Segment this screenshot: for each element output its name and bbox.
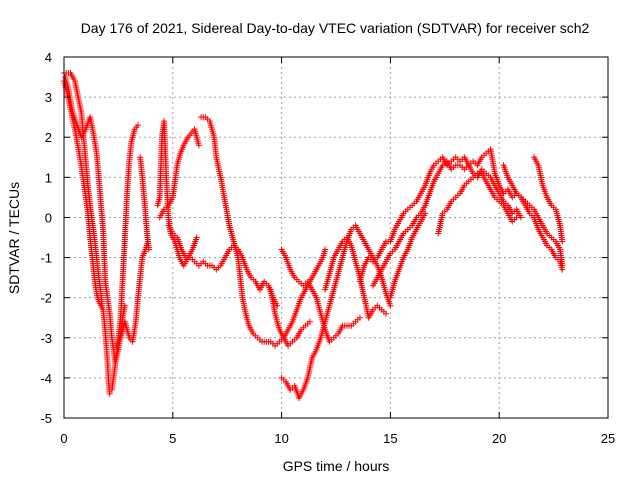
y-tick-label: 4 [45, 50, 52, 65]
series-track-13 [278, 222, 394, 401]
series-track-3 [61, 70, 106, 309]
data-point [559, 238, 566, 245]
y-tick-label: -1 [40, 251, 52, 266]
data-point [387, 302, 394, 309]
data-point [322, 246, 329, 253]
series-track-12 [278, 246, 363, 345]
data-point [99, 302, 106, 309]
data-point [422, 210, 429, 217]
chart-title: Day 176 of 2021, Sidereal Day-to-day VTE… [81, 20, 590, 36]
x-tick-label: 10 [274, 431, 288, 446]
series-track-7 [154, 118, 200, 269]
x-tick-label: 20 [492, 431, 506, 446]
data-point [356, 314, 363, 321]
x-tick-label: 5 [169, 431, 176, 446]
series-track-20 [531, 154, 566, 245]
series-track-18 [435, 170, 520, 237]
data-point [559, 266, 566, 273]
y-tick-label: 3 [45, 90, 52, 105]
y-tick-label: 0 [45, 210, 52, 225]
data-point [106, 390, 113, 397]
series-track-8 [156, 126, 202, 221]
data-point [193, 234, 200, 241]
series-track-10 [198, 114, 329, 349]
data-points [61, 70, 566, 401]
data-point [134, 122, 141, 129]
series-track-14 [322, 234, 390, 321]
plot-frame [63, 56, 609, 419]
y-tick-label: 1 [45, 170, 52, 185]
x-tick-label: 25 [601, 431, 615, 446]
x-axis-title: GPS time / hours [283, 458, 390, 474]
series-track-4 [108, 122, 141, 393]
y-tick-label: -4 [40, 371, 52, 386]
x-tick-label: 0 [60, 431, 67, 446]
data-point [306, 318, 313, 325]
axis-ticks: 0 5 10 15 20 25 -5 -4 -3 -2 -1 0 1 2 3 4 [40, 50, 615, 446]
y-axis-title: SDTVAR / TECUs [6, 182, 22, 294]
data-point [195, 142, 202, 149]
series-track-11 [267, 286, 313, 349]
series-track-16 [369, 158, 524, 289]
series-track-17 [387, 210, 429, 301]
data-point [513, 214, 520, 221]
y-tick-label: -3 [40, 331, 52, 346]
series-track-9 [165, 222, 281, 309]
y-tick-label: -2 [40, 291, 52, 306]
x-tick-label: 15 [383, 431, 397, 446]
series-track-6 [137, 154, 152, 253]
data-point [383, 310, 390, 317]
series-track-19 [500, 162, 566, 273]
y-tick-label: 2 [45, 130, 52, 145]
data-point [145, 246, 152, 253]
y-tick-label: -5 [40, 411, 52, 426]
